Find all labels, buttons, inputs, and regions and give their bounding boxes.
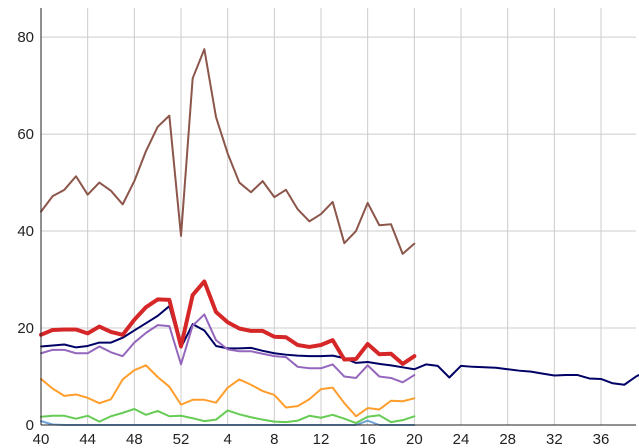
x-tick-label-12: 36	[593, 431, 610, 448]
x-tick-label-0: 40	[33, 431, 50, 448]
chart-grid	[40, 8, 636, 426]
x-tick-label-11: 32	[546, 431, 563, 448]
chart-series	[39, 48, 639, 426]
x-tick-label-9: 24	[453, 431, 470, 448]
x-tick-label-2: 48	[126, 431, 143, 448]
series-line-5	[40, 408, 416, 425]
y-tick-label-0: 0	[26, 417, 34, 434]
x-tick-label-6: 12	[313, 431, 330, 448]
series-line-2	[40, 313, 416, 384]
y-tick-label-1: 20	[17, 320, 34, 337]
x-tick-label-7: 16	[359, 431, 376, 448]
x-tick-label-4: 4	[223, 431, 231, 448]
x-tick-label-3: 52	[173, 431, 190, 448]
y-tick-label-4: 80	[17, 29, 34, 46]
series-line-3	[39, 279, 417, 366]
y-tick-label-2: 40	[17, 223, 34, 240]
series-line-0	[40, 48, 416, 255]
series-line-1	[40, 305, 639, 386]
x-tick-label-1: 44	[79, 431, 96, 448]
chart-axes	[40, 8, 636, 426]
series-line-4	[40, 364, 416, 418]
x-tick-label-5: 8	[270, 431, 278, 448]
x-tick-label-10: 28	[499, 431, 516, 448]
y-tick-label-3: 60	[17, 126, 34, 143]
x-tick-label-8: 20	[406, 431, 423, 448]
